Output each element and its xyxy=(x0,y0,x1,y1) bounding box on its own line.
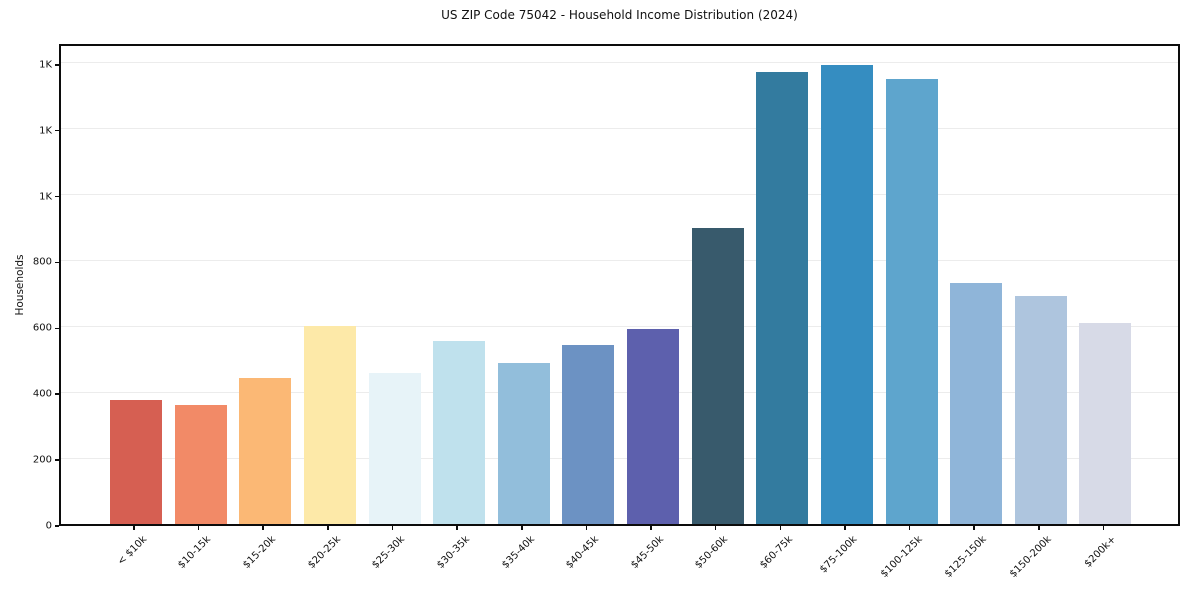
bar-$10-15k xyxy=(174,404,227,524)
y-tick-mark xyxy=(55,525,59,527)
bar-$75-100k xyxy=(820,65,873,524)
bar-$60-75k xyxy=(756,71,809,524)
bar-$200k+ xyxy=(1079,322,1132,524)
x-tick-label: $35-40k xyxy=(499,534,537,571)
bar-$40-45k xyxy=(562,345,615,524)
x-tick-label: $150-200k xyxy=(1007,534,1054,580)
x-tick-mark xyxy=(650,526,652,530)
x-tick-label: $30-35k xyxy=(435,534,472,571)
x-tick-label: $100-125k xyxy=(878,534,925,580)
gridline xyxy=(61,391,1178,393)
x-tick-mark xyxy=(456,526,458,530)
x-tick-mark xyxy=(520,526,523,530)
x-tick-mark xyxy=(779,526,782,530)
gridline xyxy=(61,457,1178,459)
x-tick-mark xyxy=(391,526,394,530)
x-tick-label: $15-20k xyxy=(241,534,279,571)
bar-$45-50k xyxy=(627,329,680,524)
plot-area xyxy=(59,44,1180,526)
chart-title: US ZIP Code 75042 - Household Income Dis… xyxy=(441,8,798,22)
x-tick-label: $20-25k xyxy=(305,534,343,571)
x-tick-label: $75-100k xyxy=(818,534,860,576)
x-tick-mark xyxy=(327,526,329,530)
x-tick-mark xyxy=(1038,526,1040,530)
y-tick-label: 800 xyxy=(32,256,52,268)
gridline xyxy=(61,62,1178,64)
y-tick-label: 400 xyxy=(32,388,52,400)
y-tick-mark xyxy=(55,129,59,132)
x-tick-mark xyxy=(133,526,135,530)
y-tick-mark xyxy=(55,459,59,461)
x-tick-label: $25-30k xyxy=(370,534,408,571)
x-tick-label: < $10k xyxy=(115,534,149,568)
y-tick-mark xyxy=(55,261,59,264)
y-tick-mark xyxy=(55,63,59,66)
x-tick-mark xyxy=(908,526,911,530)
bar-$100-125k xyxy=(885,79,938,524)
gridline xyxy=(61,128,1178,130)
bar-$30-35k xyxy=(433,340,486,524)
gridline xyxy=(61,194,1178,196)
bar-$20-25k xyxy=(303,326,356,524)
bar-$150-200k xyxy=(1014,296,1067,524)
x-tick-label: $125-150k xyxy=(943,534,989,580)
x-tick-mark xyxy=(844,526,846,530)
x-tick-mark xyxy=(973,526,975,530)
bar-$50-60k xyxy=(691,228,744,524)
bar-< $10k xyxy=(110,400,162,524)
y-tick-label: 1K xyxy=(39,191,52,203)
x-tick-mark xyxy=(262,526,265,530)
x-tick-mark xyxy=(197,526,200,530)
gridline xyxy=(61,325,1178,327)
y-tick-label: 200 xyxy=(32,454,52,466)
x-tick-mark xyxy=(1102,526,1105,530)
x-tick-mark xyxy=(585,526,588,530)
x-tick-mark xyxy=(714,526,717,530)
x-tick-label: $45-50k xyxy=(628,534,666,571)
gridline xyxy=(61,259,1178,261)
x-tick-label: $10-15k xyxy=(176,534,214,571)
y-tick-label: 1K xyxy=(39,125,52,137)
y-tick-label: 0 xyxy=(45,520,52,532)
y-tick-mark xyxy=(55,393,59,395)
x-tick-label: $40-45k xyxy=(564,534,602,571)
bar-$35-40k xyxy=(497,363,550,524)
x-tick-label: $60-75k xyxy=(758,534,796,571)
x-tick-label: $50-60k xyxy=(693,534,731,571)
bar-$125-150k xyxy=(950,283,1003,524)
bar-$15-20k xyxy=(239,377,292,524)
x-tick-label: $200k+ xyxy=(1082,534,1119,570)
y-tick-mark xyxy=(55,327,59,330)
y-tick-label: 1K xyxy=(39,59,52,71)
bar-$25-30k xyxy=(368,373,421,524)
y-tick-mark xyxy=(55,195,59,198)
y-tick-label: 600 xyxy=(32,322,52,334)
